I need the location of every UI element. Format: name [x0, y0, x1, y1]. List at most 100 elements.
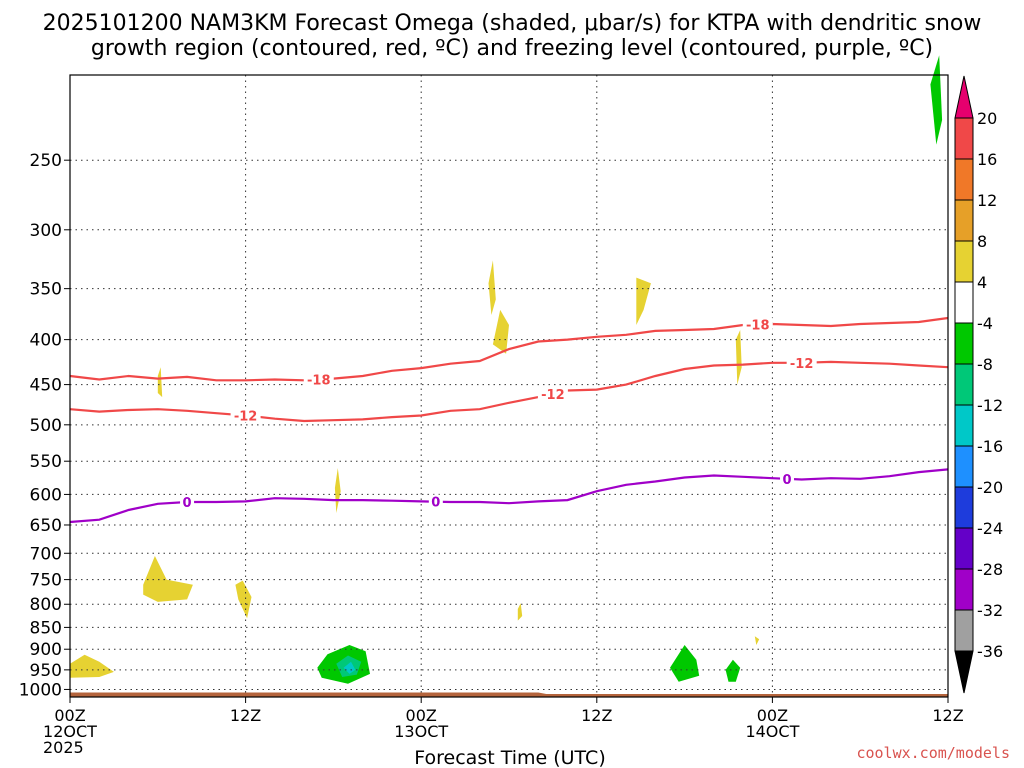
y-tick-450: 450	[30, 376, 62, 396]
y-tick-300: 300	[30, 221, 62, 241]
x-tick-2: 00Z	[406, 706, 437, 725]
x-tick-1: 12Z	[230, 706, 261, 725]
plot-frame	[69, 74, 949, 698]
colorbar-seg-9	[954, 486, 974, 529]
colorbar-tick-7: -12	[977, 396, 1003, 415]
colorbar-tick-10: -24	[977, 519, 1003, 538]
colorbar-tick-0: 20	[977, 109, 997, 128]
plot-background	[70, 75, 948, 697]
y-tick-700: 700	[30, 544, 62, 564]
x-tick-3: 12Z	[581, 706, 612, 725]
y-tick-750: 750	[30, 571, 62, 591]
omega-region-1	[143, 556, 193, 602]
colorbar-tick-4: 4	[977, 273, 987, 292]
plot-area: -18 -18 -12 -12 -12 0 0 0	[69, 55, 949, 698]
colorbar-seg-3	[954, 240, 974, 283]
omega-region-14	[670, 645, 700, 682]
contour-label-1-2: -12	[790, 357, 814, 372]
y-tick-400: 400	[30, 331, 62, 351]
y-tick-1000: 1000	[19, 680, 62, 700]
contour-label-0-1: -18	[746, 319, 770, 334]
omega-shading	[70, 55, 943, 684]
colorbar: 20 16 12 8 4 -4 -8 -12 -16 -20 -24 -28 -32 -36	[954, 75, 1003, 694]
contour-label-bg-0-1	[742, 317, 773, 332]
colorbar-seg-8	[954, 445, 974, 488]
omega-region-9	[735, 330, 742, 385]
colorbar-top-arrow	[954, 75, 974, 119]
colorbar-tick-8: -16	[977, 437, 1003, 456]
colorbar-seg-7	[954, 404, 974, 447]
contour-label-2-2: 0	[783, 473, 792, 488]
contour-label-bg-2-0	[180, 494, 195, 509]
colorbar-bottom-arrow	[954, 650, 974, 694]
contour-label-2-1: 0	[431, 496, 440, 511]
omega-region-2	[235, 580, 252, 619]
y-tick-650: 650	[30, 516, 62, 536]
y-tick-950: 950	[30, 661, 62, 681]
contour-2	[69, 468, 949, 524]
y-tick-800: 800	[30, 595, 62, 615]
contour-label-bg-2-1	[428, 494, 443, 509]
x-tick-date-0: 12OCT	[43, 722, 97, 741]
contour-label-0-0: -18	[307, 373, 331, 388]
contour-label-bg-1-2	[786, 355, 817, 370]
x-tick-0: 00Z	[54, 706, 85, 725]
x-tick-date-2: 13OCT	[394, 722, 448, 741]
omega-region-3	[157, 367, 163, 398]
colorbar-seg-2	[954, 199, 974, 242]
colorbar-tick-2: 12	[977, 191, 997, 210]
contour-label-2-0: 0	[183, 496, 192, 511]
colorbar-seg-11	[954, 568, 974, 611]
colorbar-tick-5: -4	[977, 314, 993, 333]
contour-0	[69, 316, 949, 382]
contour-lines: -18 -18 -12 -12 -12 0 0 0	[69, 316, 949, 524]
chart-title-line2: growth region (contoured, red, ºC) and f…	[91, 36, 933, 61]
colorbar-tick-12: -32	[977, 601, 1003, 620]
omega-region-4	[334, 468, 341, 513]
contour-label-bg-1-0	[230, 408, 261, 423]
y-tick-850: 850	[30, 618, 62, 638]
colorbar-tick-3: 8	[977, 232, 987, 251]
x-tick-date-4: 14OCT	[745, 722, 799, 741]
omega-region-5	[488, 260, 496, 315]
colorbar-seg-5	[954, 322, 974, 365]
credit-text: coolwx.com/models	[856, 744, 1010, 762]
colorbar-seg-6	[954, 363, 974, 406]
contour-label-bg-2-2	[780, 471, 795, 486]
colorbar-tick-13: -36	[977, 642, 1003, 661]
contour-label-1-0: -12	[234, 410, 258, 425]
colorbar-tick-9: -20	[977, 478, 1003, 497]
colorbar-tick-6: -8	[977, 355, 993, 374]
grid-lines	[70, 75, 948, 697]
colorbar-seg-4	[954, 281, 974, 324]
colorbar-seg-0	[954, 117, 974, 160]
x-tick-5: 12Z	[932, 706, 963, 725]
contour-label-bg-0-0	[303, 372, 334, 387]
colorbar-tick-1: 16	[977, 150, 997, 169]
chart-title-line1: 2025101200 NAM3KM Forecast Omega (shaded…	[43, 11, 982, 36]
y-tick-550: 550	[30, 452, 62, 472]
terrain-layer	[70, 692, 948, 697]
terrain-surface	[70, 692, 948, 697]
omega-region-10	[754, 636, 760, 645]
colorbar-seg-10	[954, 527, 974, 570]
omega-region-0	[70, 654, 114, 678]
omega-region-8	[636, 277, 651, 325]
contour-label-1-1: -12	[541, 388, 565, 403]
y-tick-900: 900	[30, 640, 62, 660]
y-tick-500: 500	[30, 416, 62, 436]
x-tick-year-0: 2025	[43, 738, 84, 757]
colorbar-tick-11: -28	[977, 560, 1003, 579]
omega-region-7	[517, 603, 523, 621]
x-tick-4: 00Z	[757, 706, 788, 725]
omega-region-16	[930, 55, 943, 145]
colorbar-seg-12	[954, 609, 974, 652]
x-axis-label: Forecast Time (UTC)	[414, 747, 605, 768]
omega-region-13	[343, 661, 356, 674]
colorbar-seg-1	[954, 158, 974, 201]
y-axis-ticks: 2503003504004505005506006507007508008509…	[19, 151, 70, 700]
omega-region-15	[725, 659, 741, 682]
y-tick-350: 350	[30, 280, 62, 300]
